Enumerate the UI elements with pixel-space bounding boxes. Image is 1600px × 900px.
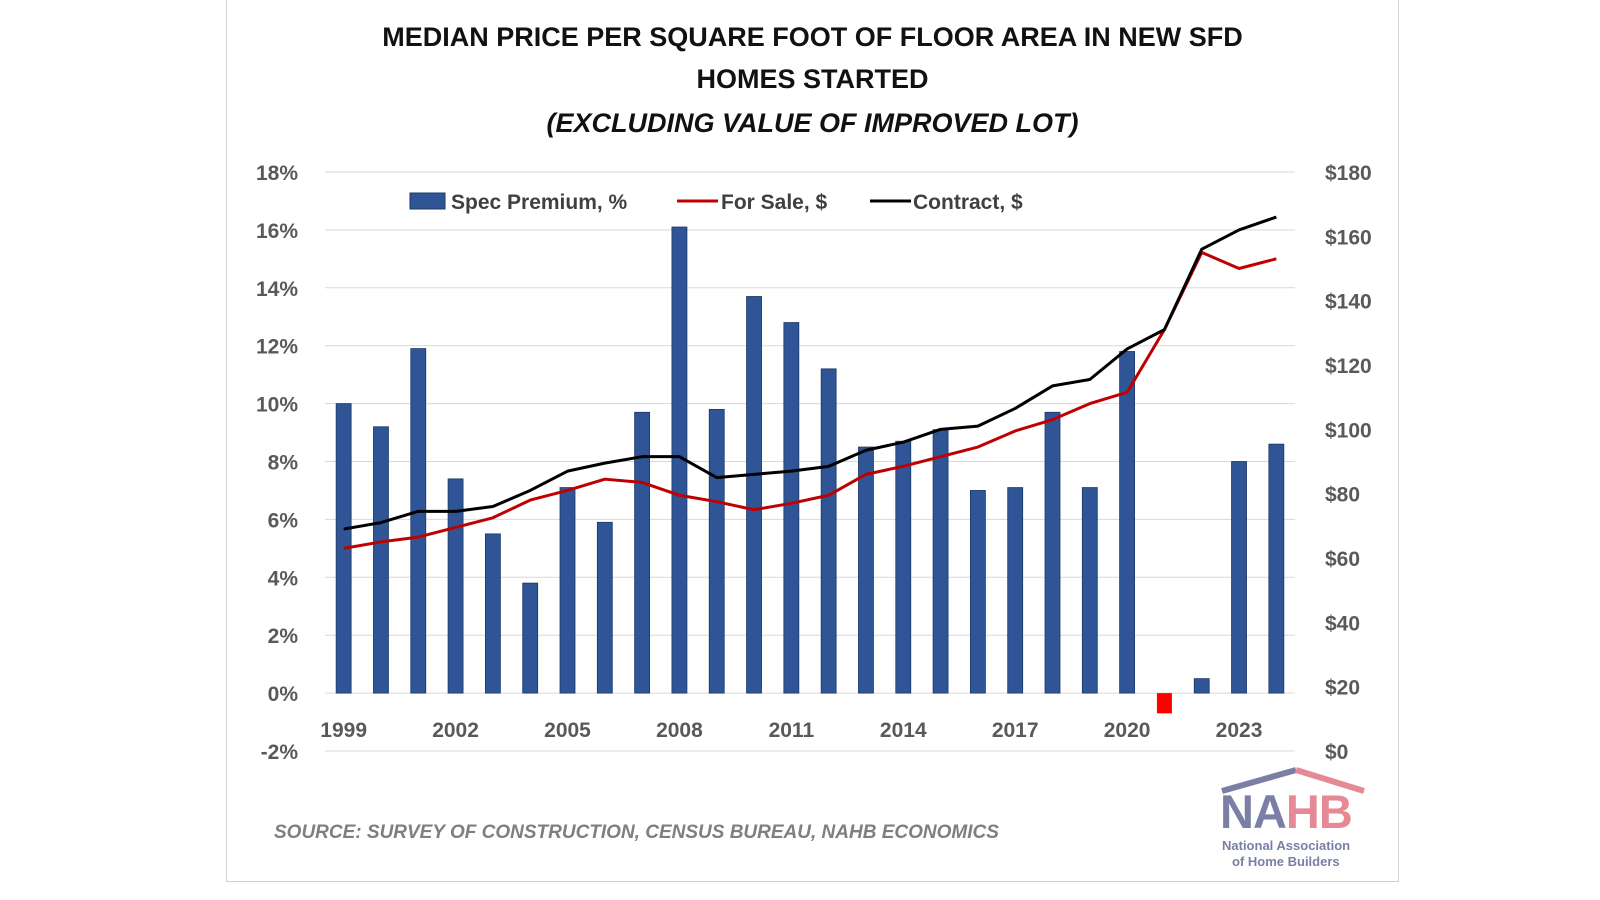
bar-2010 — [746, 296, 762, 694]
bar-2001 — [410, 348, 427, 694]
bar-2016 — [969, 490, 986, 694]
y-right-tick-label: $180 — [1325, 162, 1372, 185]
logo-line2: of Home Builders — [1232, 854, 1340, 869]
bar-2023 — [1231, 461, 1247, 694]
chart-subtitle: (EXCLUDING VALUE OF IMPROVED LOT) — [546, 108, 1079, 138]
y-right-tick-label: $60 — [1325, 548, 1360, 571]
y-left-tick-label: -2% — [261, 741, 299, 764]
y-left-tick-label: 6% — [268, 509, 299, 532]
bar-2009 — [708, 408, 725, 694]
bar-2017 — [1007, 487, 1024, 694]
bar-2024 — [1268, 443, 1285, 694]
legend-label-for-sale: For Sale, $ — [721, 191, 828, 214]
bar-2021 — [1156, 693, 1172, 714]
y-left-tick-label: 0% — [268, 683, 299, 706]
bar-2004 — [522, 582, 539, 694]
x-tick-label: 2005 — [544, 719, 591, 742]
logo-line1: National Association — [1222, 838, 1351, 853]
bar-2018 — [1044, 411, 1061, 694]
bar-2006 — [596, 521, 613, 694]
bar-2020 — [1119, 351, 1136, 694]
chart-frame — [226, 0, 1399, 882]
y-left-tick-label: 10% — [256, 394, 298, 417]
house-roof-icon — [1221, 767, 1365, 794]
y-right-tick-label: $0 — [1325, 741, 1348, 764]
x-tick-label: 2014 — [880, 719, 927, 742]
y-left-tick-label: 18% — [256, 162, 298, 185]
y-right-tick-label: $20 — [1325, 677, 1360, 700]
y-right-tick-label: $160 — [1325, 226, 1372, 249]
y-left-tick-label: 16% — [256, 220, 298, 243]
bar-2007 — [634, 411, 651, 694]
source-note: SOURCE: SURVEY OF CONSTRUCTION, CENSUS B… — [274, 822, 999, 843]
y-left-tick-label: 14% — [256, 278, 298, 301]
line-for-sale- — [343, 250, 1277, 550]
bar-2002 — [447, 478, 464, 694]
bar-2011 — [783, 322, 800, 694]
x-tick-label: 2023 — [1216, 719, 1263, 742]
bar-2022 — [1193, 678, 1210, 694]
logo-wordmark: NAHB — [1220, 785, 1353, 838]
line-contract- — [343, 215, 1277, 531]
legend-label-spec-premium: Spec Premium, % — [451, 191, 628, 214]
bar-2013 — [858, 446, 874, 694]
y-right-tick-label: $120 — [1325, 355, 1372, 378]
y-right-tick-label: $140 — [1325, 291, 1372, 314]
y-right-tick-label: $80 — [1325, 484, 1360, 507]
nahb-logo: NAHB National Association of Home Builde… — [1218, 766, 1368, 876]
bar-2019 — [1081, 487, 1098, 694]
x-tick-label: 2011 — [769, 719, 815, 742]
y-left-tick-label: 8% — [268, 452, 299, 475]
chart-title-line1: MEDIAN PRICE PER SQUARE FOOT OF FLOOR AR… — [382, 22, 1243, 52]
x-tick-label: 1999 — [320, 719, 367, 742]
y-right-tick-label: $40 — [1325, 612, 1360, 635]
legend-label-contract: Contract, $ — [913, 191, 1023, 214]
y-left-tick-label: 12% — [256, 336, 298, 359]
bar-2015 — [932, 429, 949, 694]
y-left-tick-label: 4% — [268, 567, 299, 590]
legend-swatch-spec-premium — [409, 192, 446, 210]
bar-2012 — [820, 368, 837, 694]
y-left-tick-label: 2% — [268, 625, 299, 648]
y-right-tick-label: $100 — [1325, 419, 1372, 442]
chart-title-line2: HOMES STARTED — [696, 64, 929, 94]
x-tick-label: 2020 — [1104, 719, 1151, 742]
x-tick-label: 2017 — [992, 719, 1039, 742]
bar-2005 — [559, 487, 576, 694]
bar-2003 — [484, 533, 501, 694]
x-tick-label: 2002 — [432, 719, 479, 742]
bar-2000 — [373, 426, 389, 694]
x-tick-label: 2008 — [656, 719, 703, 742]
bar-2014 — [895, 440, 912, 694]
